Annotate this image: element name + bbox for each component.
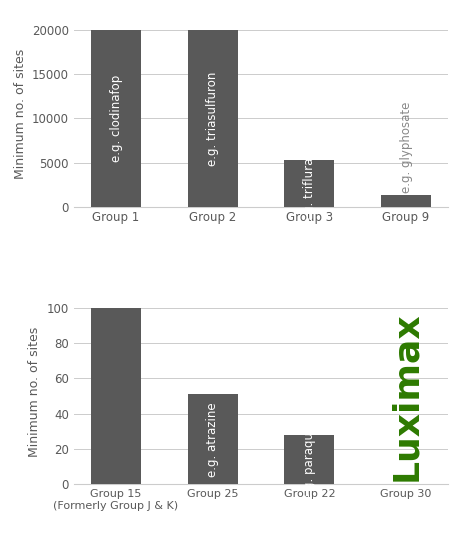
Y-axis label: Minimum no. of sites: Minimum no. of sites (28, 327, 41, 457)
Bar (91, 30, 141, 207)
Text: e.g. trifluralin: e.g. trifluralin (303, 143, 316, 224)
Bar (284, 435, 334, 484)
Bar (188, 394, 238, 484)
Text: Luximax: Luximax (389, 312, 423, 481)
Text: e.g. atrazine: e.g. atrazine (206, 402, 219, 477)
Bar (91, 308, 141, 484)
Text: e.g. paraquat: e.g. paraquat (303, 420, 316, 499)
Bar (381, 195, 431, 207)
Y-axis label: Minimum no. of sites: Minimum no. of sites (13, 49, 26, 179)
Text: e.g. triasulfuron: e.g. triasulfuron (206, 71, 219, 166)
Text: e.g. glyphosate: e.g. glyphosate (400, 102, 413, 193)
Text: e.g. clodinafop: e.g. clodinafop (109, 75, 122, 162)
Bar (188, 30, 238, 207)
Bar (284, 160, 334, 207)
